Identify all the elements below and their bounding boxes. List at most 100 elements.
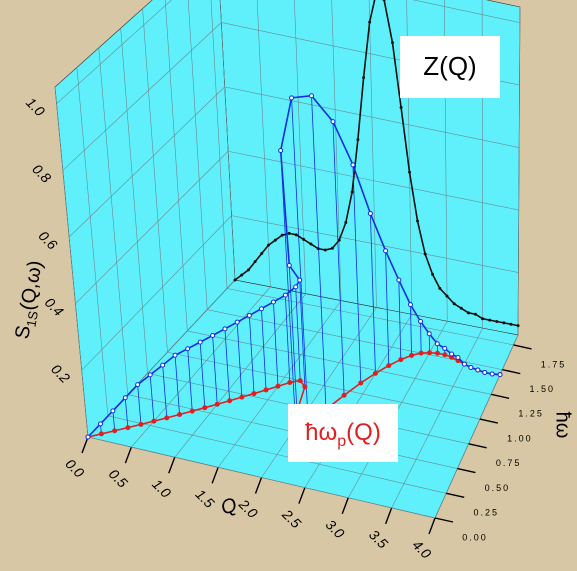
x-tick-label: 1.0 bbox=[149, 476, 174, 501]
drop-line bbox=[162, 365, 168, 418]
grid-line bbox=[210, 0, 228, 289]
grid-line bbox=[68, 86, 225, 238]
Z-point bbox=[323, 248, 327, 252]
grid-line bbox=[228, 150, 519, 211]
S-point bbox=[350, 162, 356, 168]
S-point bbox=[210, 333, 216, 339]
omega_p-point bbox=[239, 394, 245, 400]
Z-point bbox=[481, 317, 485, 321]
S-point bbox=[383, 248, 389, 254]
omega_p-point bbox=[214, 401, 220, 407]
Z-point bbox=[416, 219, 420, 223]
grid-line bbox=[120, 28, 148, 374]
grid-line bbox=[412, 0, 520, 23]
omega_p-point bbox=[275, 383, 281, 389]
grid-line bbox=[76, 67, 109, 416]
y-label-sub: 1S bbox=[24, 310, 42, 329]
S-point bbox=[270, 299, 276, 305]
Z-point bbox=[390, 41, 394, 45]
S-point bbox=[258, 306, 264, 312]
S-point bbox=[455, 354, 461, 360]
drop-line bbox=[352, 164, 362, 383]
omega_p-point bbox=[372, 370, 378, 376]
grid-line bbox=[62, 22, 222, 171]
S-point bbox=[367, 210, 373, 216]
tick-mark bbox=[446, 492, 465, 498]
grid-line bbox=[368, 0, 377, 308]
annotation-z: Z(Q) bbox=[423, 51, 476, 81]
S-point bbox=[461, 361, 467, 367]
grid-line bbox=[224, 86, 520, 148]
drop-line bbox=[369, 213, 376, 374]
omega_p-point bbox=[263, 387, 269, 393]
Z-point bbox=[302, 237, 306, 241]
drop-line bbox=[385, 250, 390, 366]
grid-line bbox=[98, 47, 129, 395]
Z-point bbox=[330, 246, 334, 250]
S-point bbox=[468, 365, 474, 371]
grid-line bbox=[517, 6, 521, 336]
S-point bbox=[97, 421, 103, 427]
grid-line bbox=[56, 0, 172, 104]
y-axis-label: S1S(Q,ω) bbox=[12, 259, 51, 341]
w-tick-label: 1.25 bbox=[518, 409, 544, 419]
omega_p-point bbox=[202, 405, 208, 411]
grid-line bbox=[261, 307, 377, 478]
x-tick-label: 2.5 bbox=[279, 505, 305, 531]
drop-line bbox=[224, 328, 230, 401]
S-point bbox=[172, 352, 178, 358]
Z-point bbox=[509, 322, 513, 326]
tick-mark bbox=[479, 418, 499, 424]
S-point bbox=[407, 302, 413, 308]
tick-mark bbox=[254, 477, 263, 494]
Z-point bbox=[399, 105, 403, 109]
tick-mark bbox=[513, 344, 532, 350]
Z-point bbox=[247, 268, 251, 272]
omega_p-point bbox=[151, 418, 157, 424]
x-tick-label: 1.5 bbox=[193, 486, 218, 511]
Z-point bbox=[294, 233, 298, 237]
x-tick-label: 3.0 bbox=[323, 516, 348, 541]
Z-point bbox=[431, 272, 435, 276]
drop-line bbox=[212, 335, 218, 405]
S-point bbox=[442, 345, 448, 351]
omega_p-point bbox=[434, 350, 440, 356]
x-tick-label: 0.0 bbox=[62, 456, 87, 481]
grid-line bbox=[142, 8, 168, 353]
Z-point bbox=[287, 231, 291, 235]
drop-line bbox=[199, 342, 206, 408]
Z-point bbox=[488, 318, 492, 322]
Z-point bbox=[309, 242, 313, 246]
tick-mark bbox=[457, 467, 476, 474]
omega_p-point bbox=[177, 411, 183, 417]
omega_p-point bbox=[386, 363, 392, 369]
x-tick-label: 4.0 bbox=[409, 537, 434, 562]
Z-point bbox=[408, 170, 412, 174]
drop-line bbox=[291, 97, 309, 423]
tick-mark bbox=[124, 446, 133, 464]
annotation-box bbox=[288, 404, 398, 462]
w-tick-label: 1.00 bbox=[507, 433, 533, 443]
Z-point bbox=[382, 0, 386, 2]
Z-point bbox=[502, 321, 506, 325]
S-point bbox=[330, 119, 336, 125]
x-tick-label: 2.0 bbox=[235, 495, 261, 521]
omega_p-point bbox=[189, 408, 195, 414]
omega_p-point bbox=[398, 357, 404, 363]
y-tick-label: 0.4 bbox=[42, 294, 67, 319]
S-point bbox=[418, 318, 424, 324]
y-tick-label: 1.0 bbox=[23, 94, 48, 119]
S-point bbox=[246, 312, 252, 318]
drop-line bbox=[280, 150, 297, 427]
w-axis-label: ħω bbox=[552, 412, 574, 439]
Z-point bbox=[316, 247, 320, 251]
annotation-tail: (Q) bbox=[346, 419, 381, 446]
S-point bbox=[282, 292, 288, 298]
Z-point bbox=[445, 294, 449, 298]
drop-line bbox=[187, 348, 193, 412]
grid-line bbox=[164, 0, 188, 331]
Z-point bbox=[452, 302, 456, 306]
omega_p-point bbox=[418, 350, 424, 356]
